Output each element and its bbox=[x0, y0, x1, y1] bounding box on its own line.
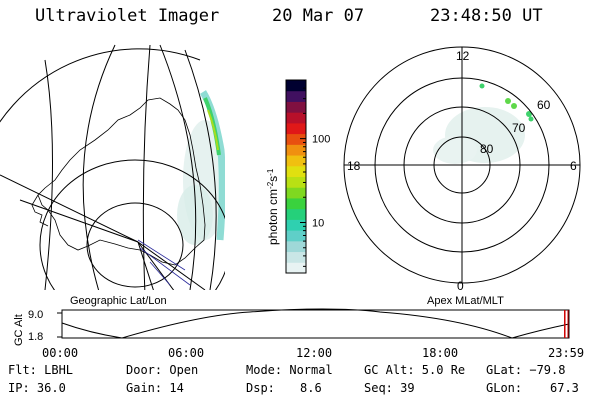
color-bar-segment bbox=[286, 80, 306, 92]
lat-label-80: 80 bbox=[480, 142, 494, 156]
color-bar-segment bbox=[286, 155, 306, 167]
mlt-label-0: 0 bbox=[457, 279, 464, 293]
info-seq: Seq: 39 bbox=[364, 381, 415, 395]
mlt-label-6: 6 bbox=[570, 159, 577, 173]
map-coastline bbox=[37, 97, 206, 266]
color-bar-segment bbox=[286, 176, 306, 188]
polar-plot: 12 18 6 0 60 70 80 bbox=[343, 46, 581, 293]
info-door: Door: Open bbox=[126, 363, 199, 377]
polar-aurora-spot bbox=[528, 116, 534, 122]
color-bar-segment bbox=[286, 262, 306, 274]
color-bar-segment bbox=[286, 165, 306, 177]
info-dsp-value: 8.6 bbox=[300, 381, 322, 395]
color-bar-segment bbox=[286, 240, 306, 253]
color-bar-segment bbox=[286, 112, 306, 124]
polar-aurora-spot bbox=[505, 98, 511, 104]
info-gc-alt: GC Alt: 5.0 Re bbox=[364, 363, 466, 377]
color-bar-tick-label: 100 bbox=[312, 134, 330, 146]
color-bar-segment bbox=[286, 90, 306, 102]
lat-label-60: 60 bbox=[537, 98, 551, 112]
timeline-xtick-3: 18:00 bbox=[422, 346, 459, 360]
altitude-timeline: GC Alt 9.0 1.8 bbox=[13, 308, 570, 346]
timeline-xtick-1: 06:00 bbox=[168, 346, 205, 360]
color-bar-tick-label: 10 bbox=[312, 218, 324, 230]
mlt-label-12: 12 bbox=[456, 49, 470, 63]
color-bar-segment bbox=[286, 101, 306, 113]
timeline-ylabel: GC Alt bbox=[13, 314, 25, 346]
info-ip: IP: 36.0 bbox=[8, 381, 66, 395]
timeline-xtick-2: 12:00 bbox=[296, 346, 333, 360]
instrument-title: Ultraviolet Imager bbox=[35, 6, 220, 26]
color-bar-segment bbox=[286, 197, 306, 210]
color-bar-segment bbox=[286, 187, 306, 199]
info-glon-value: 67.3 bbox=[550, 381, 579, 395]
polar-aurora-spot bbox=[526, 111, 532, 117]
color-bar-segment bbox=[286, 144, 306, 156]
lat-label-70: 70 bbox=[512, 121, 526, 135]
info-glon-label: GLon: bbox=[486, 381, 523, 395]
image-date: 20 Mar 07 bbox=[272, 6, 365, 26]
mlt-label-18: 18 bbox=[347, 159, 361, 173]
timeline-ytick-top: 9.0 bbox=[28, 309, 43, 321]
color-bar-frame bbox=[285, 79, 307, 274]
color-bar-segment bbox=[286, 230, 306, 242]
timeline-altitude-curve bbox=[61, 308, 570, 339]
color-bar-unit-label: photon cm-2s-1 bbox=[266, 168, 280, 245]
polar-aurora-spot bbox=[511, 103, 517, 109]
info-dsp-label: Dsp: bbox=[246, 381, 275, 395]
apex-title: Apex MLat/MLT bbox=[427, 295, 504, 307]
info-filter: Flt: LBHL bbox=[8, 363, 74, 377]
map-earth-limb bbox=[0, 48, 201, 123]
color-bar bbox=[285, 79, 307, 274]
timeline-ytick-bottom: 1.8 bbox=[28, 331, 43, 343]
color-bar-segment bbox=[286, 133, 306, 145]
geographic-map bbox=[0, 44, 225, 290]
color-bar-segment bbox=[286, 251, 306, 263]
color-bar-segment bbox=[286, 122, 306, 135]
geographic-title: Geographic Lat/Lon bbox=[70, 295, 167, 307]
polar-aurora-spot bbox=[479, 83, 485, 89]
info-gain: Gain: 14 bbox=[126, 381, 184, 395]
image-time: 23:48:50 UT bbox=[430, 6, 543, 26]
color-bar-ticks: 100 10 bbox=[300, 87, 330, 267]
info-glat: GLat: −79.8 bbox=[486, 363, 566, 377]
timeline-xtick-0: 00:00 bbox=[42, 346, 79, 360]
info-mode: Mode: Normal bbox=[246, 363, 333, 377]
map-emission-haze bbox=[177, 120, 225, 245]
timeline-xtick-4: 23:59 bbox=[548, 346, 585, 360]
color-bar-segment bbox=[286, 208, 306, 220]
color-bar-segment bbox=[286, 219, 306, 231]
